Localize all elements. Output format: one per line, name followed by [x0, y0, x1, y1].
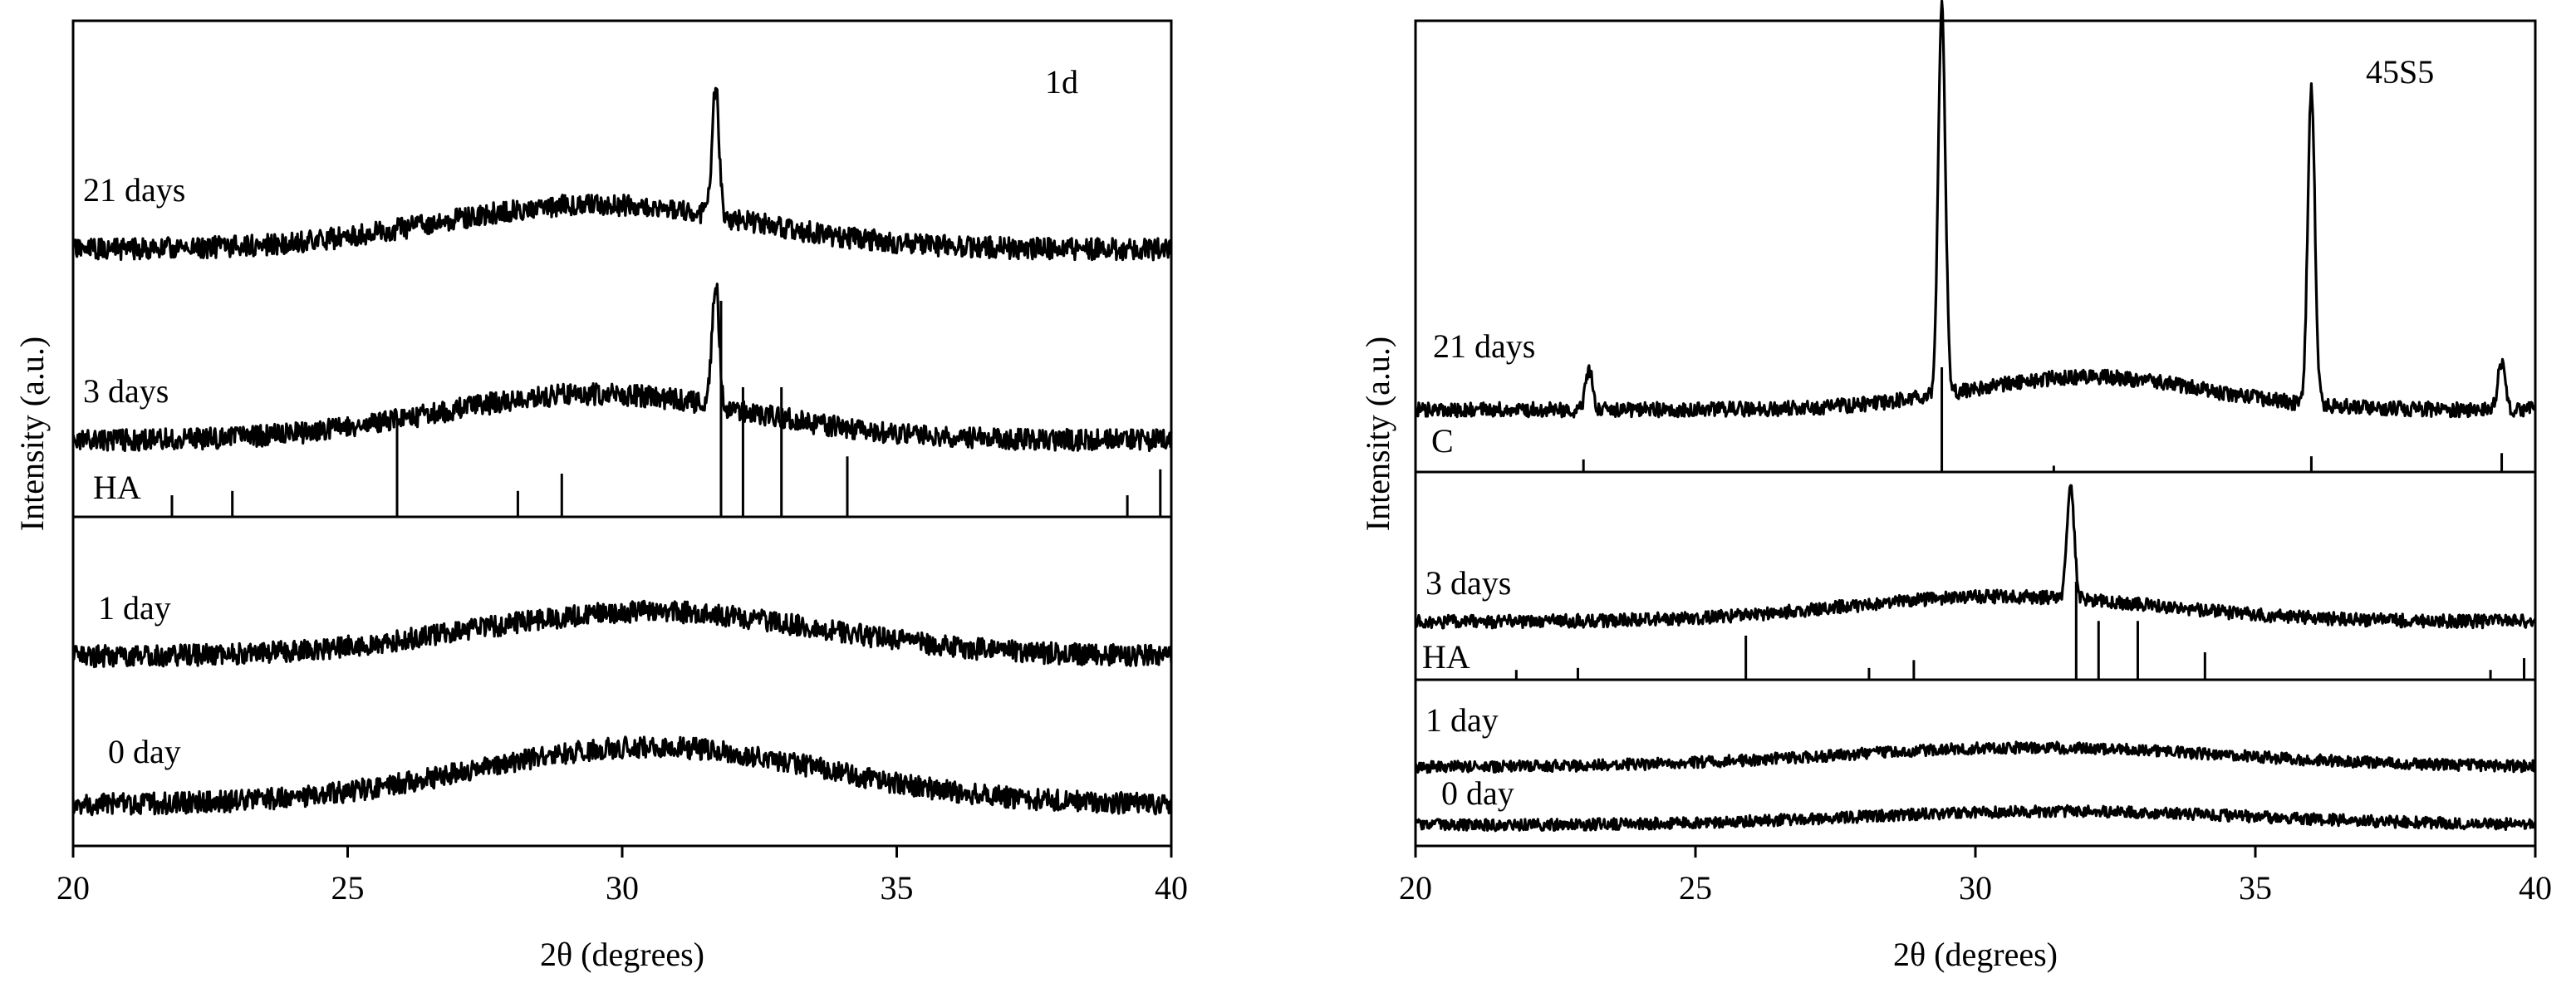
trace-label: 21 days: [83, 171, 185, 209]
reference-pattern-C: [1582, 367, 2504, 472]
trace-label: 1 day: [98, 589, 171, 627]
plot-frame: [1414, 19, 2537, 848]
xrd-trace-1-day: [71, 599, 1173, 669]
xrd-panel-2: 20 25 30 35 40 2θ (degrees) Intensity (a.u.) 45…: [1359, 0, 2552, 973]
x-tick-label: 30: [606, 869, 639, 907]
trace-label: 1 day: [1425, 701, 1499, 739]
trace-label: 3 days: [83, 372, 169, 410]
x-tick-label: 25: [1679, 869, 1712, 907]
x-tick-label: 40: [1155, 869, 1188, 907]
x-tick-label: 40: [2519, 869, 2552, 907]
x-tick-label: 30: [1959, 869, 1992, 907]
xrd-trace-3-days: [71, 283, 1173, 453]
x-axis-label: 2θ (degrees): [1893, 936, 2058, 973]
reference-pattern-HA: [170, 301, 1162, 517]
panel-title: 1d: [1045, 63, 1078, 101]
xrd-trace-0-day: [1414, 804, 2537, 833]
x-tick-label: 20: [1399, 869, 1432, 907]
x-tick-label: 25: [331, 869, 365, 907]
x-tick-label: 20: [56, 869, 90, 907]
xrd-trace-21-days: [1414, 0, 2537, 419]
y-axis-label: Intensity (a.u.): [13, 337, 51, 531]
xrd-panel-1: 20 25 30 35 40 2θ (degrees) Intensity (a.u.) 1d…: [13, 19, 1188, 973]
trace-label: 21 days: [1433, 327, 1535, 365]
xrd-trace-0-day: [71, 735, 1173, 817]
trace-label: 3 days: [1425, 564, 1511, 602]
xrd-trace-1-day: [1414, 740, 2537, 774]
x-tick-label: 35: [881, 869, 914, 907]
reference-pattern-HA: [1514, 582, 2526, 680]
xrd-trace-21-days: [71, 86, 1173, 262]
panel-title: 45S5: [2366, 53, 2434, 91]
reference-label: HA: [93, 469, 141, 506]
trace-label: 0 day: [108, 733, 181, 770]
xrd-trace-3-days: [1414, 484, 2537, 630]
y-axis-label: Intensity (a.u.): [1359, 337, 1396, 531]
x-tick-label: 35: [2239, 869, 2272, 907]
trace-label: 0 day: [1441, 774, 1514, 812]
reference-label: HA: [1422, 638, 1470, 676]
x-axis-label: 2θ (degrees): [540, 936, 704, 973]
reference-label: C: [1431, 422, 1454, 460]
